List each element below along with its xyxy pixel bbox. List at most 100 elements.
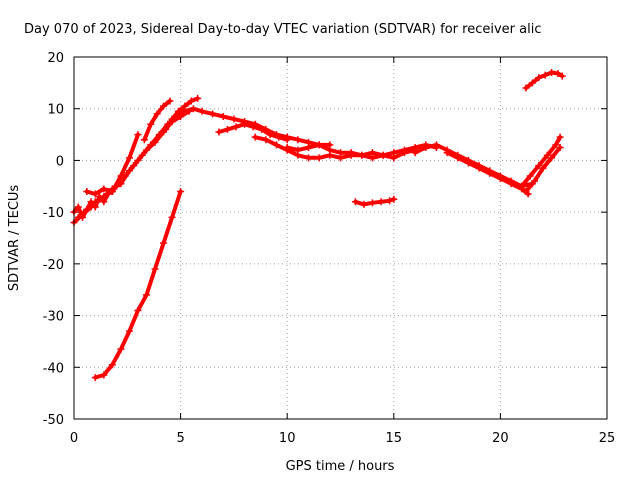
data-point — [83, 187, 91, 195]
data-point — [194, 94, 202, 102]
plot-frame — [73, 56, 608, 420]
series-arc-top-right — [522, 69, 566, 92]
series-arc-mid-a — [215, 120, 291, 144]
data-point — [475, 164, 483, 172]
series-arc-mid-c — [283, 141, 419, 162]
data-point — [315, 141, 323, 149]
data-point — [360, 200, 368, 208]
data-point — [224, 125, 232, 133]
data-point — [140, 136, 148, 144]
data-point — [166, 97, 174, 105]
data-point — [522, 84, 530, 92]
data-point — [326, 146, 334, 154]
data-point — [96, 193, 104, 201]
data-point — [347, 149, 355, 157]
data-point — [305, 154, 313, 162]
data-point — [198, 107, 206, 115]
data-point — [87, 198, 95, 206]
axis-ticks: 0 5 10 15 20 25 -50 -40 -30 -20 -10 0 10 20 — [43, 51, 616, 446]
data-point — [283, 144, 291, 151]
series-arc-steep-b — [140, 97, 174, 144]
data-point — [230, 115, 238, 123]
data-point — [177, 112, 185, 120]
data-point — [215, 128, 223, 136]
data-point — [168, 213, 176, 221]
data-point — [262, 136, 270, 144]
data-point — [390, 195, 398, 203]
data-point — [142, 291, 150, 299]
y-tick-label: 10 — [47, 103, 64, 118]
data-point — [134, 306, 142, 314]
data-point — [496, 175, 504, 183]
series-line — [84, 186, 115, 196]
data-point — [522, 187, 530, 195]
data-point — [91, 203, 99, 211]
data-point — [507, 180, 515, 188]
data-point — [209, 110, 217, 118]
y-tick-label: 20 — [47, 51, 64, 66]
data-point — [117, 172, 125, 180]
data-point — [83, 206, 91, 214]
data-point — [526, 172, 534, 180]
series-arc-main-upper — [70, 105, 334, 226]
data-point — [411, 149, 419, 157]
data-point — [556, 144, 564, 151]
data-point — [390, 154, 398, 162]
x-axis-label: GPS time / hours — [286, 459, 395, 474]
data-point — [273, 141, 281, 149]
chart-title: Day 070 of 2023, Sidereal Day-to-day VTE… — [24, 22, 541, 37]
data-point — [558, 72, 566, 80]
data-point — [108, 361, 116, 369]
data-point — [305, 144, 313, 151]
data-point — [160, 102, 168, 110]
data-point — [162, 125, 170, 133]
data-point — [552, 141, 560, 149]
y-axis-label: SDTVAR / TECUs — [7, 185, 22, 292]
data-point — [548, 154, 556, 162]
data-point — [535, 162, 543, 170]
data-point — [315, 154, 323, 162]
data-point — [541, 71, 549, 79]
data-point — [528, 79, 536, 87]
data-point — [432, 141, 440, 149]
data-point — [134, 156, 142, 164]
series-line — [353, 197, 396, 207]
data-point — [379, 151, 387, 159]
data-point — [258, 125, 266, 133]
series-arc-late-b — [443, 149, 532, 198]
x-tick-label: 15 — [386, 431, 403, 446]
data-point — [177, 187, 185, 195]
y-tick-label: -30 — [43, 310, 64, 325]
data-point — [100, 371, 108, 379]
data-point — [174, 107, 182, 115]
data-point — [117, 345, 125, 353]
data-point — [125, 327, 133, 335]
x-tick-label: 5 — [176, 431, 184, 446]
grid — [74, 57, 607, 419]
data-point — [219, 112, 227, 120]
y-tick-label: -20 — [43, 258, 64, 273]
x-tick-label: 0 — [70, 431, 78, 446]
data-point — [189, 105, 197, 113]
data-point — [548, 69, 556, 77]
data-point — [232, 123, 240, 131]
data-point — [142, 146, 150, 154]
data-point — [556, 133, 564, 141]
data-point — [368, 199, 376, 207]
data-point — [147, 120, 155, 128]
data-point — [531, 177, 539, 185]
data-point — [249, 123, 257, 131]
data-point — [151, 265, 159, 273]
data-point — [160, 239, 168, 247]
data-point — [151, 138, 159, 146]
data-point — [168, 115, 176, 123]
x-tick-label: 25 — [599, 431, 616, 446]
data-point — [543, 151, 551, 159]
data-point — [283, 136, 291, 144]
data-point — [535, 74, 543, 82]
data-point — [153, 110, 161, 118]
data-point — [187, 97, 195, 105]
data-point — [554, 70, 562, 78]
data-point — [386, 197, 394, 205]
data-point — [74, 203, 82, 211]
